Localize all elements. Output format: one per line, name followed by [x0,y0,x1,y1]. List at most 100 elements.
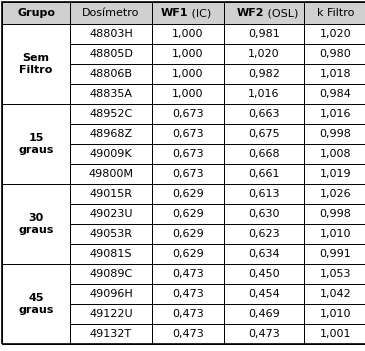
Text: Dosímetro: Dosímetro [82,8,140,18]
Bar [304,2,365,24]
Bar [224,44,304,64]
Bar [224,184,304,204]
Text: WF1: WF1 [161,8,188,18]
Bar [224,284,304,304]
Bar [152,304,224,324]
Bar [152,204,224,224]
Bar [70,184,152,204]
Bar [152,264,224,284]
Text: 1,020: 1,020 [248,49,280,59]
Text: 1,019: 1,019 [320,169,351,179]
Text: 0,675: 0,675 [248,129,280,139]
Text: Grupo: Grupo [17,8,55,18]
Bar [304,84,365,104]
Bar [152,44,224,64]
Bar [304,244,365,264]
Bar [70,104,152,124]
Text: 1,000: 1,000 [172,29,204,39]
Bar [224,104,304,124]
Text: WF2: WF2 [237,8,264,18]
Bar [304,324,365,344]
Bar [304,144,365,164]
Text: 0,450: 0,450 [248,269,280,279]
Text: 49132T: 49132T [90,329,132,339]
Bar [2,184,70,264]
Bar [224,224,304,244]
Bar [304,64,365,84]
Text: 1,000: 1,000 [172,89,204,99]
Bar [2,2,70,24]
Bar [152,184,224,204]
Text: 1,026: 1,026 [320,189,351,199]
Bar [70,264,152,284]
Text: k Filtro: k Filtro [317,8,354,18]
Text: 0,673: 0,673 [172,169,204,179]
Bar [152,124,224,144]
Text: 0,473: 0,473 [172,329,204,339]
Bar [70,84,152,104]
Text: 0,473: 0,473 [172,309,204,319]
Text: 0,623: 0,623 [248,229,280,239]
Text: 49015R: 49015R [89,189,132,199]
Bar [70,204,152,224]
Text: 49053R: 49053R [89,229,132,239]
Bar [224,84,304,104]
Text: 0,998: 0,998 [320,209,351,219]
Text: 48803H: 48803H [89,29,133,39]
Text: 0,629: 0,629 [172,229,204,239]
Bar [70,64,152,84]
Text: 49009K: 49009K [90,149,132,159]
Text: 1,053: 1,053 [320,269,351,279]
Bar [70,244,152,264]
Bar [304,304,365,324]
Text: 0,634: 0,634 [248,249,280,259]
Text: 0,629: 0,629 [172,209,204,219]
Bar [304,264,365,284]
Bar [2,264,70,344]
Text: 49122U: 49122U [89,309,133,319]
Text: 0,998: 0,998 [320,129,351,139]
Text: 0,982: 0,982 [248,69,280,79]
Text: 49096H: 49096H [89,289,133,299]
Bar [152,284,224,304]
Bar [152,2,224,24]
Text: 0,629: 0,629 [172,189,204,199]
Bar [304,284,365,304]
Text: 1,016: 1,016 [248,89,280,99]
Text: 49089C: 49089C [89,269,132,279]
Bar [70,124,152,144]
Text: 0,984: 0,984 [320,89,351,99]
Text: 45
graus: 45 graus [18,293,54,315]
Text: 48952C: 48952C [89,109,132,119]
Text: 0,661: 0,661 [248,169,280,179]
Text: Sem
Filtro: Sem Filtro [19,53,53,75]
Text: 30
graus: 30 graus [18,213,54,235]
Bar [152,224,224,244]
Bar [152,24,224,44]
Bar [304,184,365,204]
Text: 0,454: 0,454 [248,289,280,299]
Bar [304,224,365,244]
Text: 48968Z: 48968Z [89,129,132,139]
Bar [2,104,70,184]
Bar [70,304,152,324]
Bar [224,204,304,224]
Bar [70,24,152,44]
Bar [152,144,224,164]
Bar [152,164,224,184]
Bar [152,84,224,104]
Text: 49081S: 49081S [90,249,132,259]
Text: 1,001: 1,001 [320,329,351,339]
Bar [152,104,224,124]
Bar [224,24,304,44]
Bar [224,124,304,144]
Text: 15
graus: 15 graus [18,133,54,155]
Bar [224,144,304,164]
Bar [304,44,365,64]
Text: 0,991: 0,991 [320,249,351,259]
Bar [70,2,152,24]
Text: 0,629: 0,629 [172,249,204,259]
Text: 0,613: 0,613 [248,189,280,199]
Text: 0,980: 0,980 [320,49,351,59]
Text: 0,673: 0,673 [172,149,204,159]
